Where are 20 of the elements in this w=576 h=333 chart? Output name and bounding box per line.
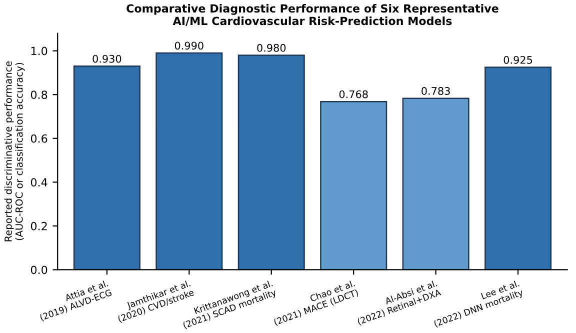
data-label: 0.925 — [504, 56, 532, 64]
bar — [73, 66, 140, 270]
bar — [402, 98, 470, 270]
y-tick-label: 0.6 — [30, 134, 48, 143]
y-tick-label: 0.4 — [30, 178, 48, 187]
data-label: 0.990 — [174, 42, 204, 50]
data-label: 0.783 — [422, 87, 450, 95]
bar — [484, 66, 552, 270]
data-label: 0.980 — [257, 44, 286, 52]
bar — [320, 100, 388, 270]
y-tick-label: 0.0 — [30, 266, 48, 274]
data-label: 0.930 — [92, 54, 122, 63]
bar — [238, 54, 305, 270]
chart-title: Comparative Diagnostic Performance of Six Representative AI/ML Cardiovascular Risk-Prediction Models — [126, 4, 498, 26]
bar — [156, 52, 223, 270]
data-label: 0.768 — [339, 90, 368, 98]
y-tick-label: 1.0 — [31, 46, 48, 56]
y-axis-title: Reported discriminative performance (AUC-ROC or classification accuracy) — [4, 61, 25, 242]
y-tick-label: 0.8 — [30, 90, 48, 99]
y-tick-label: 0.2 — [30, 222, 47, 230]
